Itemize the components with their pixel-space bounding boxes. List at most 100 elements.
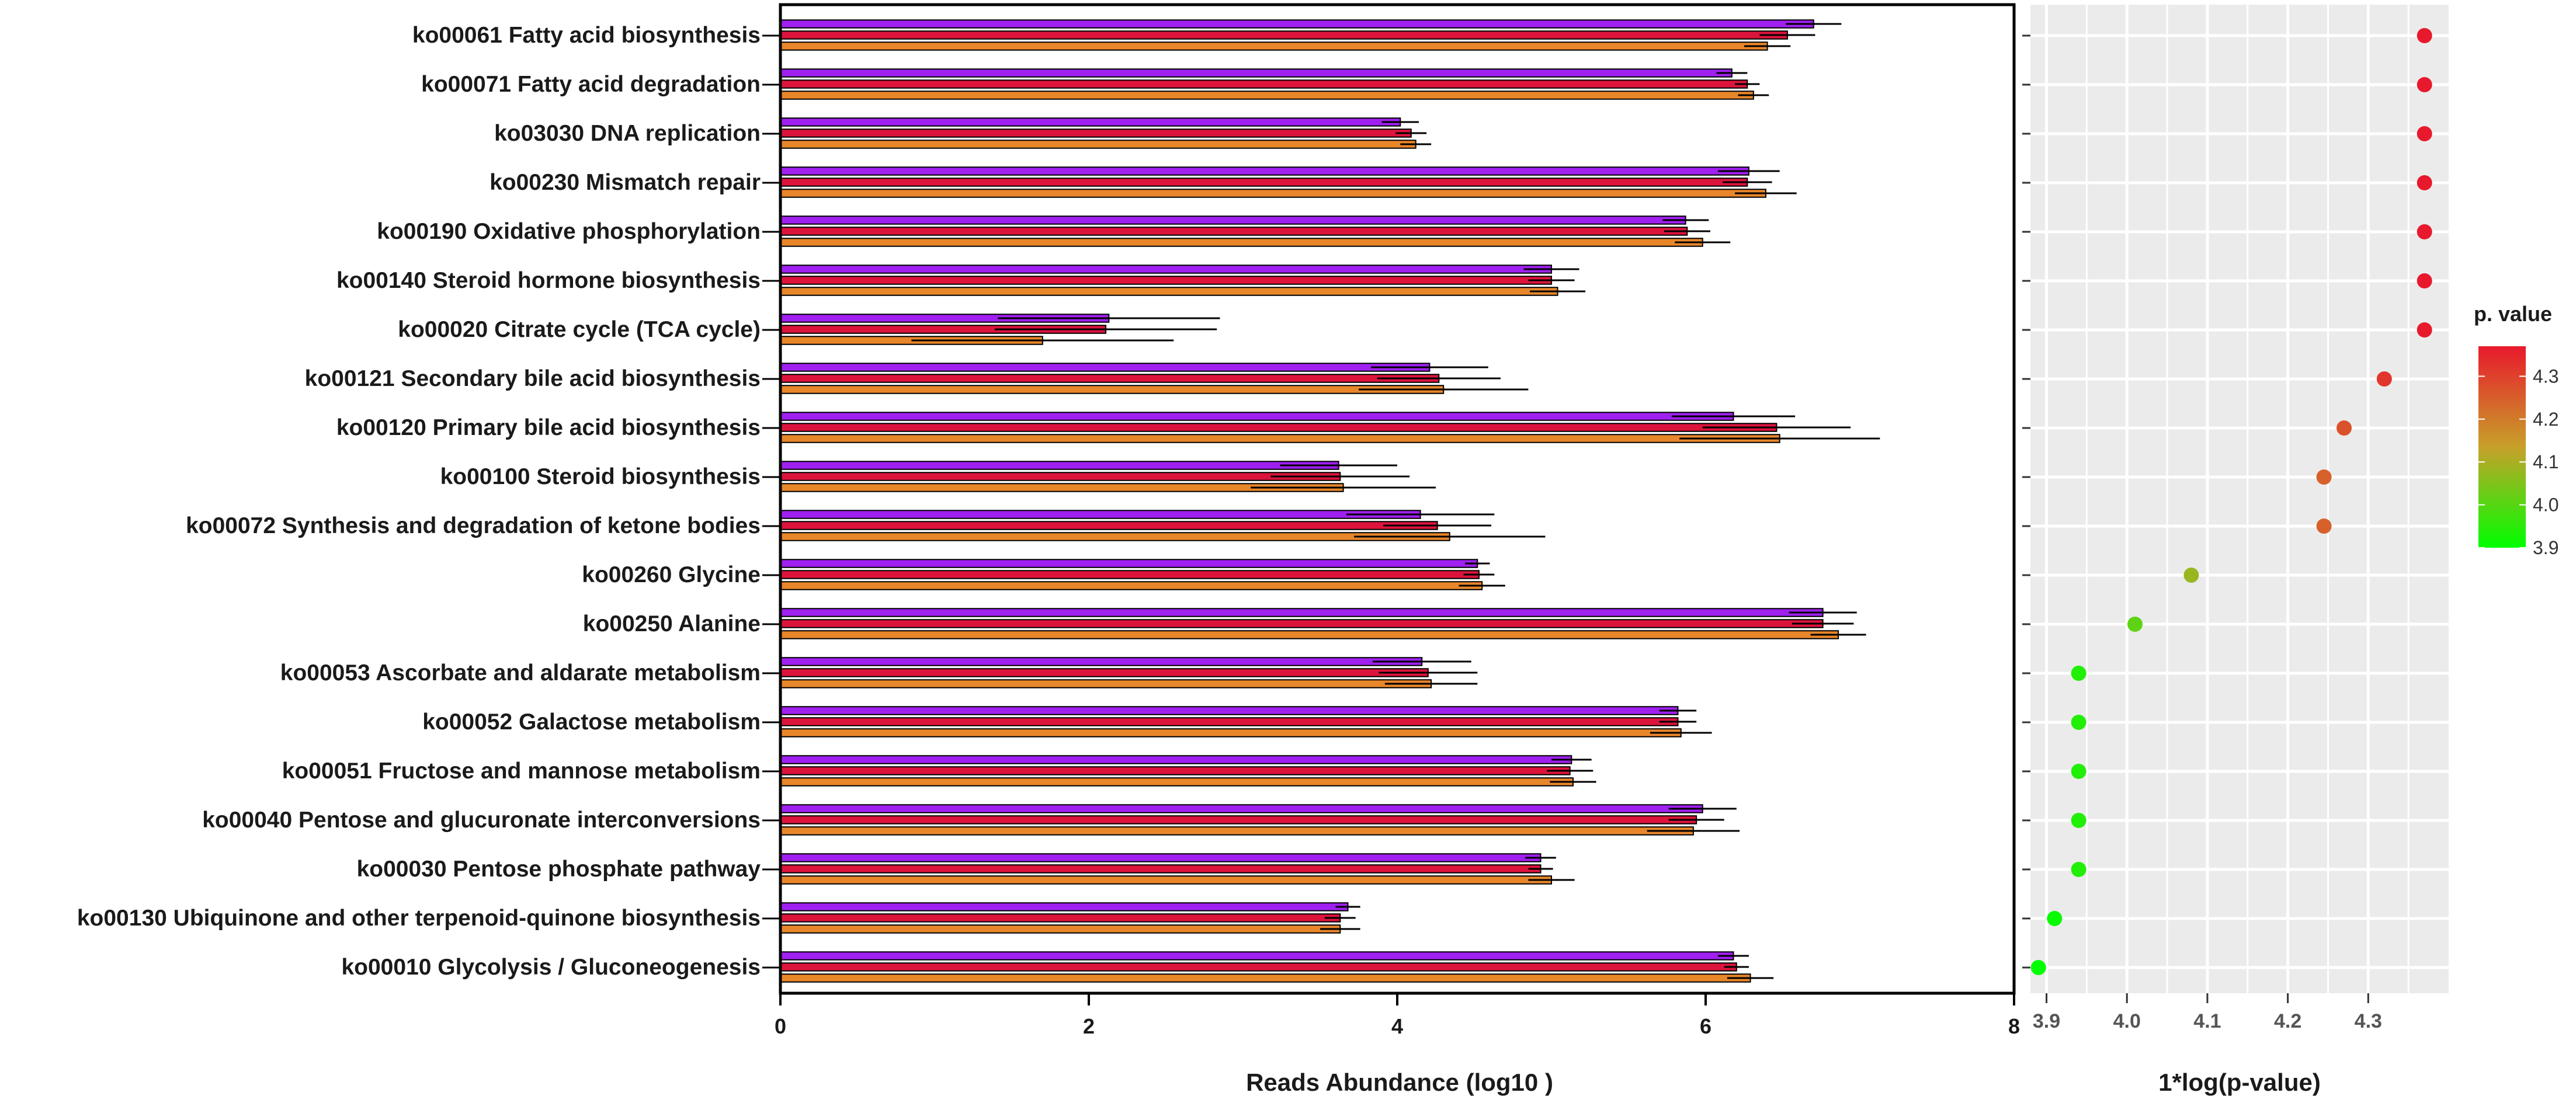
category-label: ko00072 Synthesis and degradation of ket…: [186, 513, 761, 538]
bar: [780, 728, 1682, 737]
dot-plot-background: [2030, 5, 2449, 993]
dot: [2127, 617, 2143, 632]
x-tick-label: 0: [775, 1014, 786, 1038]
bar: [780, 30, 1788, 40]
bar: [780, 276, 1552, 285]
bar: [780, 706, 1679, 715]
dot: [2183, 568, 2199, 583]
category-label: ko00140 Steroid hormone biosynthesis: [336, 268, 761, 293]
dot-x-axis-title: 1*log(p-value): [2158, 1069, 2321, 1096]
dot: [2417, 126, 2432, 141]
x-tick-label: 4.3: [2355, 1010, 2382, 1032]
x-tick-label: 8: [2008, 1014, 2020, 1038]
bar: [780, 717, 1679, 726]
bar: [780, 962, 1737, 972]
category-label: ko00130 Ubiquinone and other terpenoid-q…: [77, 906, 761, 931]
x-tick-label: 6: [1700, 1014, 1711, 1038]
bar-x-axis: 0 2 4 6 8: [775, 993, 2020, 1038]
bar: [780, 668, 1429, 677]
bar: [780, 166, 1749, 176]
bar: [780, 570, 1480, 579]
bar: [780, 581, 1483, 590]
bar: [780, 140, 1417, 149]
legend-title: p. value: [2474, 302, 2552, 326]
bar: [780, 227, 1688, 236]
category-label: ko00061 Fatty acid biosynthesis: [412, 23, 761, 48]
dot: [2071, 666, 2087, 681]
bar: [780, 215, 1686, 225]
bar-x-axis-title: Reads Abundance (log10 ): [1246, 1069, 1553, 1096]
category-label: ko00040 Pentose and glucuronate intercon…: [202, 808, 761, 833]
x-tick-label: 4.0: [2113, 1010, 2141, 1032]
bar: [780, 853, 1542, 862]
bar: [780, 412, 1734, 421]
legend-ticks: 4.3 4.2 4.1 4.0 3.9: [2478, 366, 2558, 558]
bar: [780, 608, 1824, 617]
bar: [780, 363, 1431, 372]
category-label: ko00052 Galactose metabolism: [422, 709, 761, 735]
bar-plot-frame: [779, 3, 2016, 995]
dot: [2417, 224, 2432, 239]
category-label: ko00010 Glycolysis / Gluconeogenesis: [341, 955, 761, 980]
bar: [780, 777, 1574, 787]
category-label: ko00250 Alanine: [583, 611, 761, 636]
category-label: ko00051 Fructose and mannose metabolism: [282, 758, 761, 784]
bar: [780, 864, 1542, 874]
dot: [2337, 420, 2352, 436]
bar: [780, 79, 1748, 89]
bar: [780, 238, 1703, 247]
bar: [780, 128, 1412, 138]
category-label: ko00190 Oxidative phosphorylation: [377, 219, 761, 244]
bar: [780, 117, 1401, 127]
legend-tick-label: 4.3: [2533, 366, 2558, 387]
x-tick-label: 2: [1083, 1014, 1095, 1038]
dot: [2030, 960, 2046, 975]
bar: [780, 755, 1572, 764]
bar: [780, 924, 1341, 934]
x-tick-label: 4.2: [2274, 1010, 2301, 1032]
dot: [2417, 322, 2432, 337]
bar: [780, 68, 1733, 78]
dot: [2417, 77, 2432, 92]
bar: [780, 265, 1552, 274]
bar: [780, 510, 1421, 519]
bar: [780, 19, 1814, 29]
bar: [780, 913, 1341, 923]
category-label: ko00260 Glycine: [582, 562, 761, 587]
bar: [780, 91, 1754, 100]
bar: [780, 461, 1339, 470]
dot-marks: [2030, 28, 2432, 975]
category-label: ko00030 Pentose phosphate pathway: [357, 857, 761, 882]
bar: [780, 178, 1748, 187]
bar: [780, 423, 1777, 432]
category-label: ko00230 Mismatch repair: [489, 170, 761, 195]
bar: [780, 41, 1768, 51]
bar: [780, 902, 1349, 911]
legend-tick-label: 3.9: [2533, 537, 2558, 558]
bar: [780, 434, 1780, 443]
category-labels: ko00061 Fatty acid biosynthesis ko00071 F…: [77, 23, 780, 980]
dot: [2376, 371, 2392, 387]
bar: [780, 630, 1839, 639]
dot: [2071, 764, 2087, 779]
legend-color-bar: [2478, 346, 2526, 548]
category-label: ko03030 DNA replication: [494, 121, 761, 146]
bar: [780, 287, 1558, 296]
dot: [2417, 175, 2432, 190]
color-legend: p. value 4.3 4.2 4.1 4.0 3.9: [2474, 302, 2558, 558]
bar: [780, 374, 1440, 383]
bar: [780, 826, 1694, 836]
bar: [780, 973, 1751, 983]
category-label: ko00020 Citrate cycle (TCA cycle): [398, 317, 761, 342]
x-tick-label: 4.1: [2193, 1010, 2221, 1032]
bar: [780, 951, 1734, 961]
category-label: ko00100 Steroid biosynthesis: [440, 464, 761, 489]
category-label: ko00120 Primary bile acid biosynthesis: [336, 415, 761, 440]
bar: [780, 472, 1341, 481]
bar: [780, 532, 1450, 541]
bar: [780, 815, 1697, 824]
x-tick-label: 4: [1391, 1014, 1403, 1038]
dot: [2417, 273, 2432, 288]
legend-tick-label: 4.0: [2533, 495, 2558, 516]
